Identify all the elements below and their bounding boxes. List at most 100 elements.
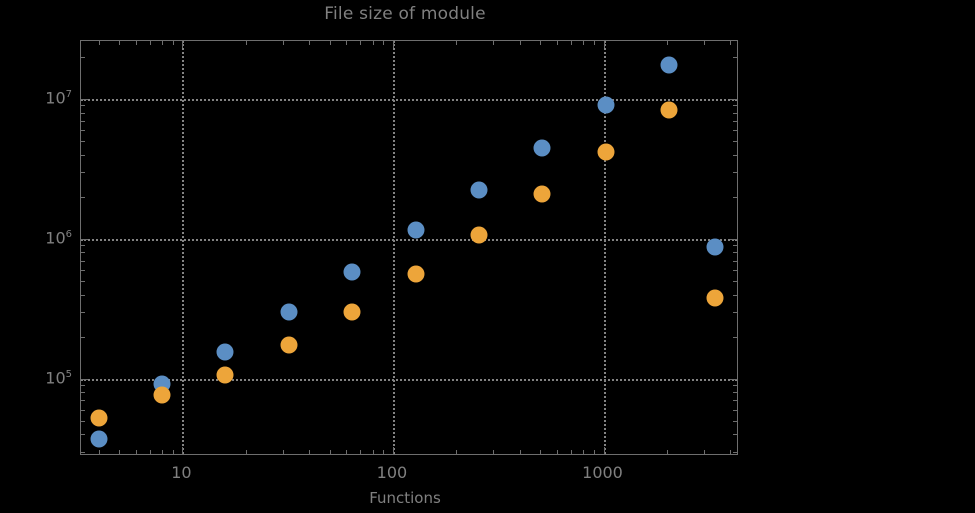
y-axis-tick [81,196,85,198]
y-axis-tick-right [730,99,737,101]
x-axis-label: Functions [369,489,441,507]
x-axis-tick [346,450,348,454]
x-axis-tick [161,450,163,454]
x-axis-tick [309,450,311,454]
data-point [470,226,488,244]
x-axis-tick [583,450,585,454]
data-point [343,263,361,281]
x-gridline [182,41,185,454]
y-axis-tick-right [733,172,737,174]
y-axis-tick-right [733,269,737,271]
x-axis-tick-top [666,41,668,45]
x-axis-tick [118,450,120,454]
x-axis-tick-top [703,41,705,45]
y-axis-tick [81,112,85,114]
y-axis-tick [81,141,85,143]
y-axis-tick-right [730,378,737,380]
y-axis-tick-right [733,252,737,254]
x-axis-tick [182,447,184,454]
y-axis-tick [81,105,85,107]
data-point [90,409,108,427]
data-point [90,430,108,448]
y-axis-tick-right [733,112,737,114]
y-axis-tick-right [733,336,737,338]
x-axis-tick [282,450,284,454]
x-axis-tick-top [282,41,284,45]
x-axis-tick-top [392,41,394,48]
y-axis-tick-right [733,280,737,282]
y-axis-tick [81,434,85,436]
x-axis-tick-top [519,41,521,45]
x-tick-label: 10 [171,463,192,482]
x-axis-tick-top [493,41,495,45]
data-point [706,289,724,307]
data-point [216,366,234,384]
y-axis-tick-right [733,105,737,107]
y-axis-tick [81,172,85,174]
y-axis-tick-right [733,434,737,436]
x-axis-tick [392,447,394,454]
y-axis-tick [81,56,85,58]
y-axis-tick-right [733,56,737,58]
x-axis-tick [245,450,247,454]
y-axis-tick [81,392,85,394]
data-point [280,303,298,321]
x-axis-tick [456,450,458,454]
x-tick-label: 100 [376,463,408,482]
y-axis-tick-right [733,130,737,132]
data-point [216,343,234,361]
data-point [597,143,615,161]
y-axis-tick [81,280,85,282]
data-point [660,101,678,119]
y-axis-tick [81,311,85,313]
x-axis-tick [372,450,374,454]
y-axis-tick-right [733,311,737,313]
x-axis-tick-top [309,41,311,45]
data-point [280,336,298,354]
y-axis-tick-right [733,420,737,422]
x-axis-tick-top [149,41,151,45]
x-axis-tick [493,450,495,454]
x-axis-tick [603,447,605,454]
chart-title: File size of module [324,4,486,24]
data-point [533,139,551,157]
x-axis-tick-top [603,41,605,48]
y-axis-tick [81,378,88,380]
data-point [706,238,724,256]
y-axis-tick-right [733,245,737,247]
x-axis-tick [360,450,362,454]
y-axis-tick-right [733,294,737,296]
data-point [660,56,678,74]
x-axis-tick-top [182,41,184,48]
y-tick-label: 105 [45,368,72,388]
x-axis-tick-top [135,41,137,45]
x-axis-tick [666,450,668,454]
y-axis-tick [81,420,85,422]
y-axis-tick-right [733,400,737,402]
y-axis-tick-right [733,196,737,198]
data-point [153,386,171,404]
x-axis-tick [570,450,572,454]
x-axis-tick-top [98,41,100,45]
x-axis-tick-top [570,41,572,45]
y-tick-label: 107 [45,88,72,108]
y-axis-tick [81,252,85,254]
y-axis-tick-right [733,409,737,411]
y-axis-tick [81,120,85,122]
y-axis-tick-right [733,141,737,143]
y-axis-tick-right [733,260,737,262]
x-axis-tick [519,450,521,454]
x-tick-label: 1000 [582,463,623,482]
x-axis-tick-top [372,41,374,45]
x-axis-tick-top [245,41,247,45]
y-axis-tick [81,451,85,453]
y-gridline [81,99,737,102]
x-axis-tick [703,450,705,454]
y-tick-label: 106 [45,228,72,248]
y-axis-tick [81,130,85,132]
data-point [407,265,425,283]
y-axis-tick-right [733,120,737,122]
data-point [597,96,615,114]
y-axis-tick-right [733,451,737,453]
